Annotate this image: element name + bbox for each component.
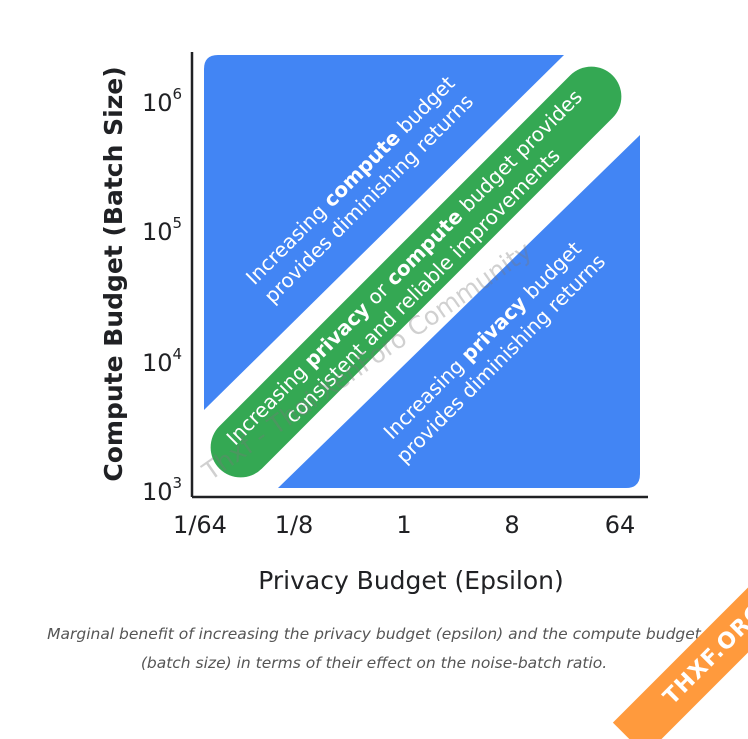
y-axis-title: Compute Budget (Batch Size) (99, 66, 128, 481)
x-tick-1-64: 1/64 (173, 511, 227, 539)
region-upper-compute (204, 55, 564, 410)
x-axis-title: Privacy Budget (Epsilon) (258, 566, 564, 595)
x-tick-8: 8 (504, 511, 519, 539)
figure-caption: Marginal benefit of increasing the priva… (47, 625, 701, 672)
y-tick-1e5: 105 (142, 214, 182, 246)
region-lower-privacy (278, 135, 640, 488)
y-tick-1e3: 103 (142, 474, 182, 506)
thxf-badge: THXF.ORG (588, 579, 748, 739)
diagram-figure: 103 104 105 106 1/64 1/8 1 8 64 Compute … (99, 52, 648, 595)
x-tick-64: 64 (605, 511, 636, 539)
x-tick-1-8: 1/8 (275, 511, 314, 539)
region-middle-both (210, 66, 622, 478)
x-tick-1: 1 (396, 511, 411, 539)
thxf-badge-text: THXF.ORG (612, 579, 748, 739)
y-tick-1e4: 104 (142, 345, 182, 377)
y-tick-1e6: 106 (142, 85, 182, 117)
